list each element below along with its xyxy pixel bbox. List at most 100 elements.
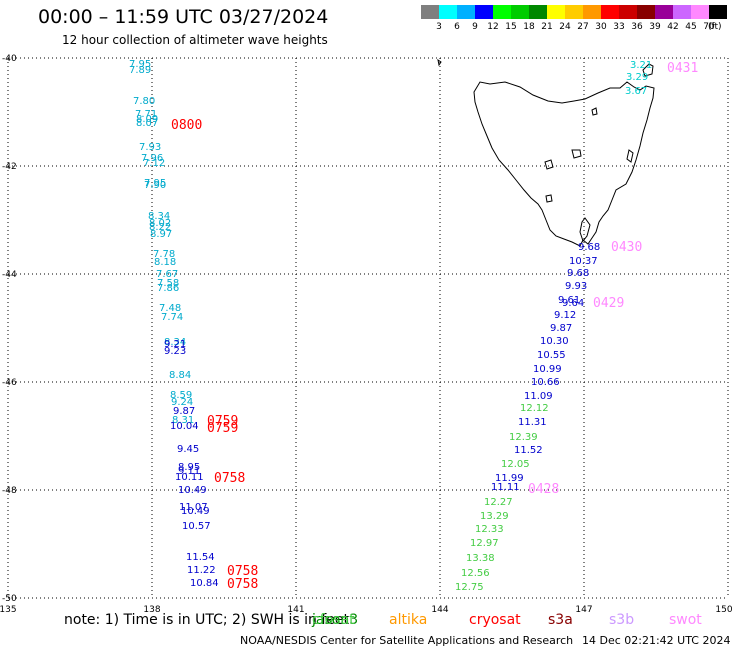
track-a-values: 7.957.897.807.718.098.077.937.967.127.95… [129, 59, 194, 426]
wave-height-value: 7.86 [157, 283, 179, 294]
axis-ticks: 135 138 141 144 147 150 -40 -42 -44 -46 -48 -50 [0, 54, 733, 615]
wave-height-value: 7.12 [143, 158, 165, 169]
wave-height-value: 7.67 [156, 269, 178, 280]
wave-height-value: 8.95 [178, 462, 200, 473]
time-label-0431: 0431 [667, 61, 698, 76]
wave-height-value: 7.95 [144, 178, 166, 189]
wave-height-value: 3.29 [626, 72, 648, 83]
wave-height-value: 12.05 [501, 459, 530, 470]
wave-height-value: 8.02 [149, 218, 171, 229]
latitude-tick-label: -46 [2, 378, 17, 388]
time-label-0429: 0429 [593, 296, 624, 311]
pass-time-labels: 0800 0759 0759 0758 0758 0758 0431 0430 … [171, 61, 698, 592]
wave-height-value: 7.58 [157, 278, 179, 289]
legend-label: 6 [454, 22, 460, 32]
wave-height-value: 7.78 [153, 249, 175, 260]
wave-height-value: 7.93 [139, 142, 161, 153]
wave-height-value: 8.18 [154, 257, 176, 268]
wave-height-value: 8.97 [150, 229, 172, 240]
time-label-0758-b: 0758 [227, 564, 258, 579]
wave-height-value: 12.97 [470, 538, 499, 549]
longitude-tick-label: 135 [0, 605, 17, 615]
wave-height-value: 9.11 [178, 466, 200, 477]
longitude-tick-label: 144 [431, 605, 448, 615]
longitude-tick-label: 138 [143, 605, 160, 615]
time-label-0430: 0430 [611, 240, 642, 255]
legend-label: 12 [487, 22, 499, 32]
legend-label: 9 [472, 22, 478, 32]
wave-height-value: 8.07 [136, 118, 158, 129]
wave-height-value: 9.68 [578, 242, 600, 253]
time-label-0758-c: 0758 [227, 577, 258, 592]
latitude-tick-label: -48 [2, 486, 17, 496]
track-d-values: 9.6810.379.689.939.619.649.129.8710.3010… [491, 242, 600, 493]
longitude-tick-label: 150 [715, 605, 732, 615]
wave-height-value: 11.11 [491, 482, 520, 493]
time-label-0428: 0428 [528, 482, 559, 497]
legend-label: 21 [541, 22, 553, 32]
color-scale-legend: 3 6 9 12 15 18 21 24 27 30 33 36 39 42 45 70 (ft) [421, 5, 728, 35]
time-label-0759-b: 0759 [207, 421, 238, 436]
wave-height-value: 10.11 [175, 472, 204, 483]
satellite-swot: swot [669, 612, 702, 628]
wave-height-value: 10.57 [182, 521, 211, 532]
satellite-cryosat: cryosat [469, 612, 521, 628]
wave-height-value: 9.24 [171, 397, 193, 408]
wave-height-value: 3.67 [625, 86, 647, 97]
wave-height-value: 3.21 [630, 60, 652, 71]
legend-label: 27 [577, 22, 589, 32]
wave-height-value: 8.84 [169, 370, 191, 381]
legend-label: 18 [523, 22, 535, 32]
wave-height-value: 7.71 [135, 109, 157, 120]
wave-height-value: 12.75 [455, 582, 484, 593]
wave-height-value: 10.84 [190, 578, 219, 589]
lake-4 [545, 194, 553, 203]
satellite-s3b: s3b [609, 612, 635, 628]
credit-line: NOAA/NESDIS Center for Satellite Applica… [240, 634, 574, 647]
wave-height-value: 12.12 [520, 403, 549, 414]
bruny-island [579, 217, 591, 243]
wave-height-value: 11.22 [187, 565, 216, 576]
legend-swatch [709, 5, 728, 19]
wave-height-value: 7.48 [159, 303, 181, 314]
wave-height-value: 8.22 [149, 222, 171, 233]
wave-height-value: 9.93 [565, 281, 587, 292]
wave-height-value: 10.49 [181, 506, 210, 517]
wave-height-value: 9.12 [554, 310, 576, 321]
map-grid [7, 57, 729, 599]
wave-height-value: 11.31 [518, 417, 547, 428]
wave-height-value: 7.95 [129, 59, 151, 70]
wave-height-value: 9.61 [558, 295, 580, 306]
maria-island [626, 149, 634, 163]
track-c-values: 3.213.29 3.67 [625, 60, 652, 97]
legend-label: 45 [685, 22, 697, 32]
wave-height-value: 11.52 [514, 445, 543, 456]
lake-2 [544, 159, 554, 170]
wave-height-value: 11.07 [179, 502, 208, 513]
legend-label: 3 [436, 22, 442, 32]
legend-label: 15 [505, 22, 517, 32]
latitude-tick-label: -44 [2, 270, 17, 280]
tasmania-coastline [437, 58, 655, 247]
time-label-0759-a: 0759 [207, 414, 238, 429]
wave-height-value: 7.96 [141, 153, 163, 164]
wave-height-value: 9.23 [164, 346, 186, 357]
wave-height-value: 12.33 [475, 524, 504, 535]
wave-height-value: 11.54 [186, 552, 215, 563]
latitude-tick-label: -42 [2, 162, 17, 172]
wave-height-value: 7.80 [133, 96, 155, 107]
wave-height-value: 9.21 [164, 339, 186, 350]
longitude-tick-label: 141 [287, 605, 304, 615]
wave-height-value: 9.68 [567, 268, 589, 279]
page-subtitle: 12 hour collection of altimeter wave hei… [62, 33, 328, 47]
wave-height-value: 10.66 [531, 377, 560, 388]
legend-label: 33 [613, 22, 625, 32]
wave-height-value: 12.56 [461, 568, 490, 579]
legend-unit: (ft) [708, 22, 722, 32]
longitude-tick-label: 147 [575, 605, 592, 615]
wave-height-value: 7.90 [144, 180, 166, 191]
legend-label: 24 [559, 22, 571, 32]
footer-note: note: 1) Time is in UTC; 2) SWH is in fe… [64, 612, 350, 628]
track-e-values: 12.12 12.39 12.05 12.27 13.29 12.33 12.97 13.38… [455, 403, 549, 593]
generated-timestamp: 14 Dec 02:21:42 UTC 2024 [582, 634, 731, 647]
